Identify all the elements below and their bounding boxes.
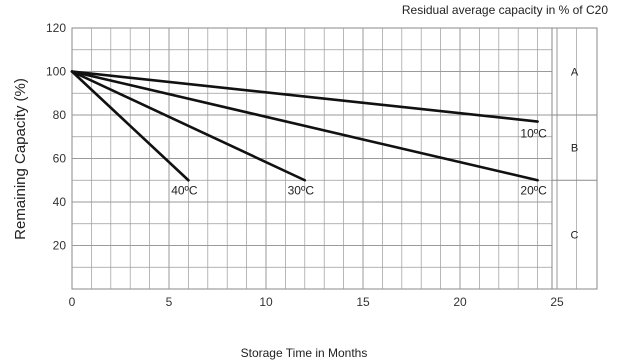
y-tick-label: 20 — [53, 239, 67, 253]
x-axis-title: Storage Time in Months — [241, 346, 368, 360]
x-tick-label: 10 — [259, 295, 273, 309]
y-axis-title: Remaining Capacity (%) — [12, 78, 29, 240]
series-line-4 — [70, 70, 539, 123]
x-tick-label: 25 — [550, 295, 564, 309]
zone-label-b: B — [571, 143, 578, 155]
series-label-3: 20ºC — [520, 183, 547, 197]
x-tick-label: 5 — [166, 295, 173, 309]
zone-label-c: C — [571, 230, 579, 242]
chart-title: Residual average capacity in % of C20 — [402, 3, 608, 17]
zone-dividers: A B C — [551, 28, 597, 289]
x-tick-label: 15 — [356, 295, 370, 309]
y-tick-label: 120 — [46, 21, 66, 35]
y-tick-label: 80 — [53, 108, 67, 122]
series-line-1 — [70, 70, 190, 182]
tick-labels: 20 40 60 80 100 120 0 5 10 15 20 25 — [46, 21, 564, 309]
grid — [71, 27, 598, 290]
series-label-2: 30ºC — [288, 183, 315, 197]
y-tick-label: 40 — [53, 195, 67, 209]
y-tick-label: 60 — [53, 152, 67, 166]
series-line-3 — [70, 70, 539, 182]
y-tick-label: 100 — [46, 65, 66, 79]
x-tick-label: 20 — [453, 295, 467, 309]
zone-label-a: A — [571, 67, 579, 79]
series-lines — [70, 70, 539, 182]
series-labels: 40ºC 30ºC 20ºC 10ºC — [171, 127, 547, 198]
series-line-2 — [70, 70, 307, 182]
x-tick-label: 0 — [69, 295, 76, 309]
series-label-1: 40ºC — [171, 183, 198, 197]
series-label-4: 10ºC — [520, 127, 547, 141]
